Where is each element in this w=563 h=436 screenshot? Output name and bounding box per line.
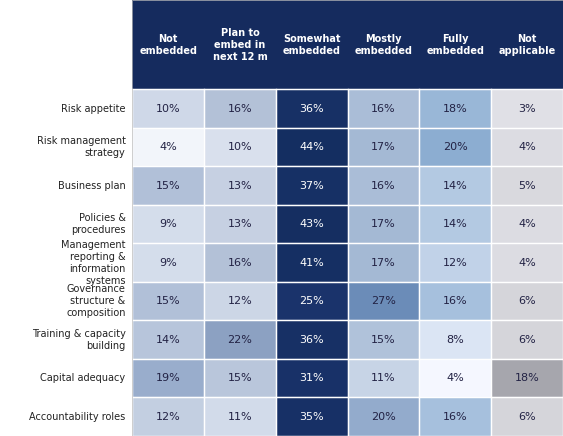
Text: 15%: 15% [371,335,396,345]
Text: 6%: 6% [519,412,536,422]
Text: 15%: 15% [156,296,181,306]
Text: 14%: 14% [156,335,181,345]
Text: 25%: 25% [300,296,324,306]
Text: 16%: 16% [443,412,468,422]
Text: 8%: 8% [446,335,464,345]
Text: 15%: 15% [227,373,252,383]
Text: 37%: 37% [300,181,324,191]
Text: Accountability roles: Accountability roles [29,412,126,422]
Text: 17%: 17% [371,219,396,229]
Text: 14%: 14% [443,219,468,229]
Text: 16%: 16% [227,258,252,268]
Text: Capital adequacy: Capital adequacy [41,373,126,383]
Text: 20%: 20% [443,142,468,152]
Text: 16%: 16% [371,104,396,114]
Text: Policies &
procedures: Policies & procedures [71,213,126,235]
Text: 13%: 13% [227,181,252,191]
Text: 4%: 4% [446,373,464,383]
Text: 18%: 18% [443,104,468,114]
Text: 31%: 31% [300,373,324,383]
Text: 13%: 13% [227,219,252,229]
Text: 19%: 19% [156,373,181,383]
Text: 6%: 6% [519,296,536,306]
Text: Business plan: Business plan [58,181,126,191]
Text: 12%: 12% [227,296,252,306]
Text: 12%: 12% [156,412,181,422]
Text: 4%: 4% [518,219,536,229]
Text: 11%: 11% [371,373,396,383]
Text: Not
applicable: Not applicable [498,34,556,56]
Text: 3%: 3% [519,104,536,114]
Text: 16%: 16% [371,181,396,191]
Text: Not
embedded: Not embedded [139,34,197,56]
Text: 20%: 20% [371,412,396,422]
Text: 18%: 18% [515,373,539,383]
Text: 16%: 16% [227,104,252,114]
Text: 4%: 4% [159,142,177,152]
Text: 36%: 36% [300,104,324,114]
Text: 36%: 36% [300,335,324,345]
Text: 17%: 17% [371,142,396,152]
Text: Training & capacity
building: Training & capacity building [32,329,126,351]
Text: Somewhat
embedded: Somewhat embedded [283,34,341,56]
Text: 10%: 10% [227,142,252,152]
Text: 22%: 22% [227,335,252,345]
Text: Mostly
embedded: Mostly embedded [355,34,413,56]
Text: 4%: 4% [518,258,536,268]
Text: 9%: 9% [159,219,177,229]
Text: 17%: 17% [371,258,396,268]
Text: Plan to
embed in
next 12 m: Plan to embed in next 12 m [213,28,267,61]
Text: 43%: 43% [300,219,324,229]
Text: 10%: 10% [156,104,181,114]
Text: 35%: 35% [300,412,324,422]
Text: 5%: 5% [519,181,536,191]
Text: 27%: 27% [371,296,396,306]
Text: 14%: 14% [443,181,468,191]
Text: 6%: 6% [519,335,536,345]
Text: Risk management
strategy: Risk management strategy [37,136,126,158]
Text: Risk appetite: Risk appetite [61,104,126,114]
Text: 15%: 15% [156,181,181,191]
Text: Governance
structure &
composition: Governance structure & composition [66,284,126,318]
Text: 11%: 11% [227,412,252,422]
Text: 16%: 16% [443,296,468,306]
Text: Management
reporting &
information
systems: Management reporting & information syste… [61,240,126,286]
Text: 4%: 4% [518,142,536,152]
Text: Fully
embedded: Fully embedded [426,34,484,56]
Text: 41%: 41% [300,258,324,268]
Text: 12%: 12% [443,258,468,268]
Text: 44%: 44% [300,142,324,152]
Text: 9%: 9% [159,258,177,268]
